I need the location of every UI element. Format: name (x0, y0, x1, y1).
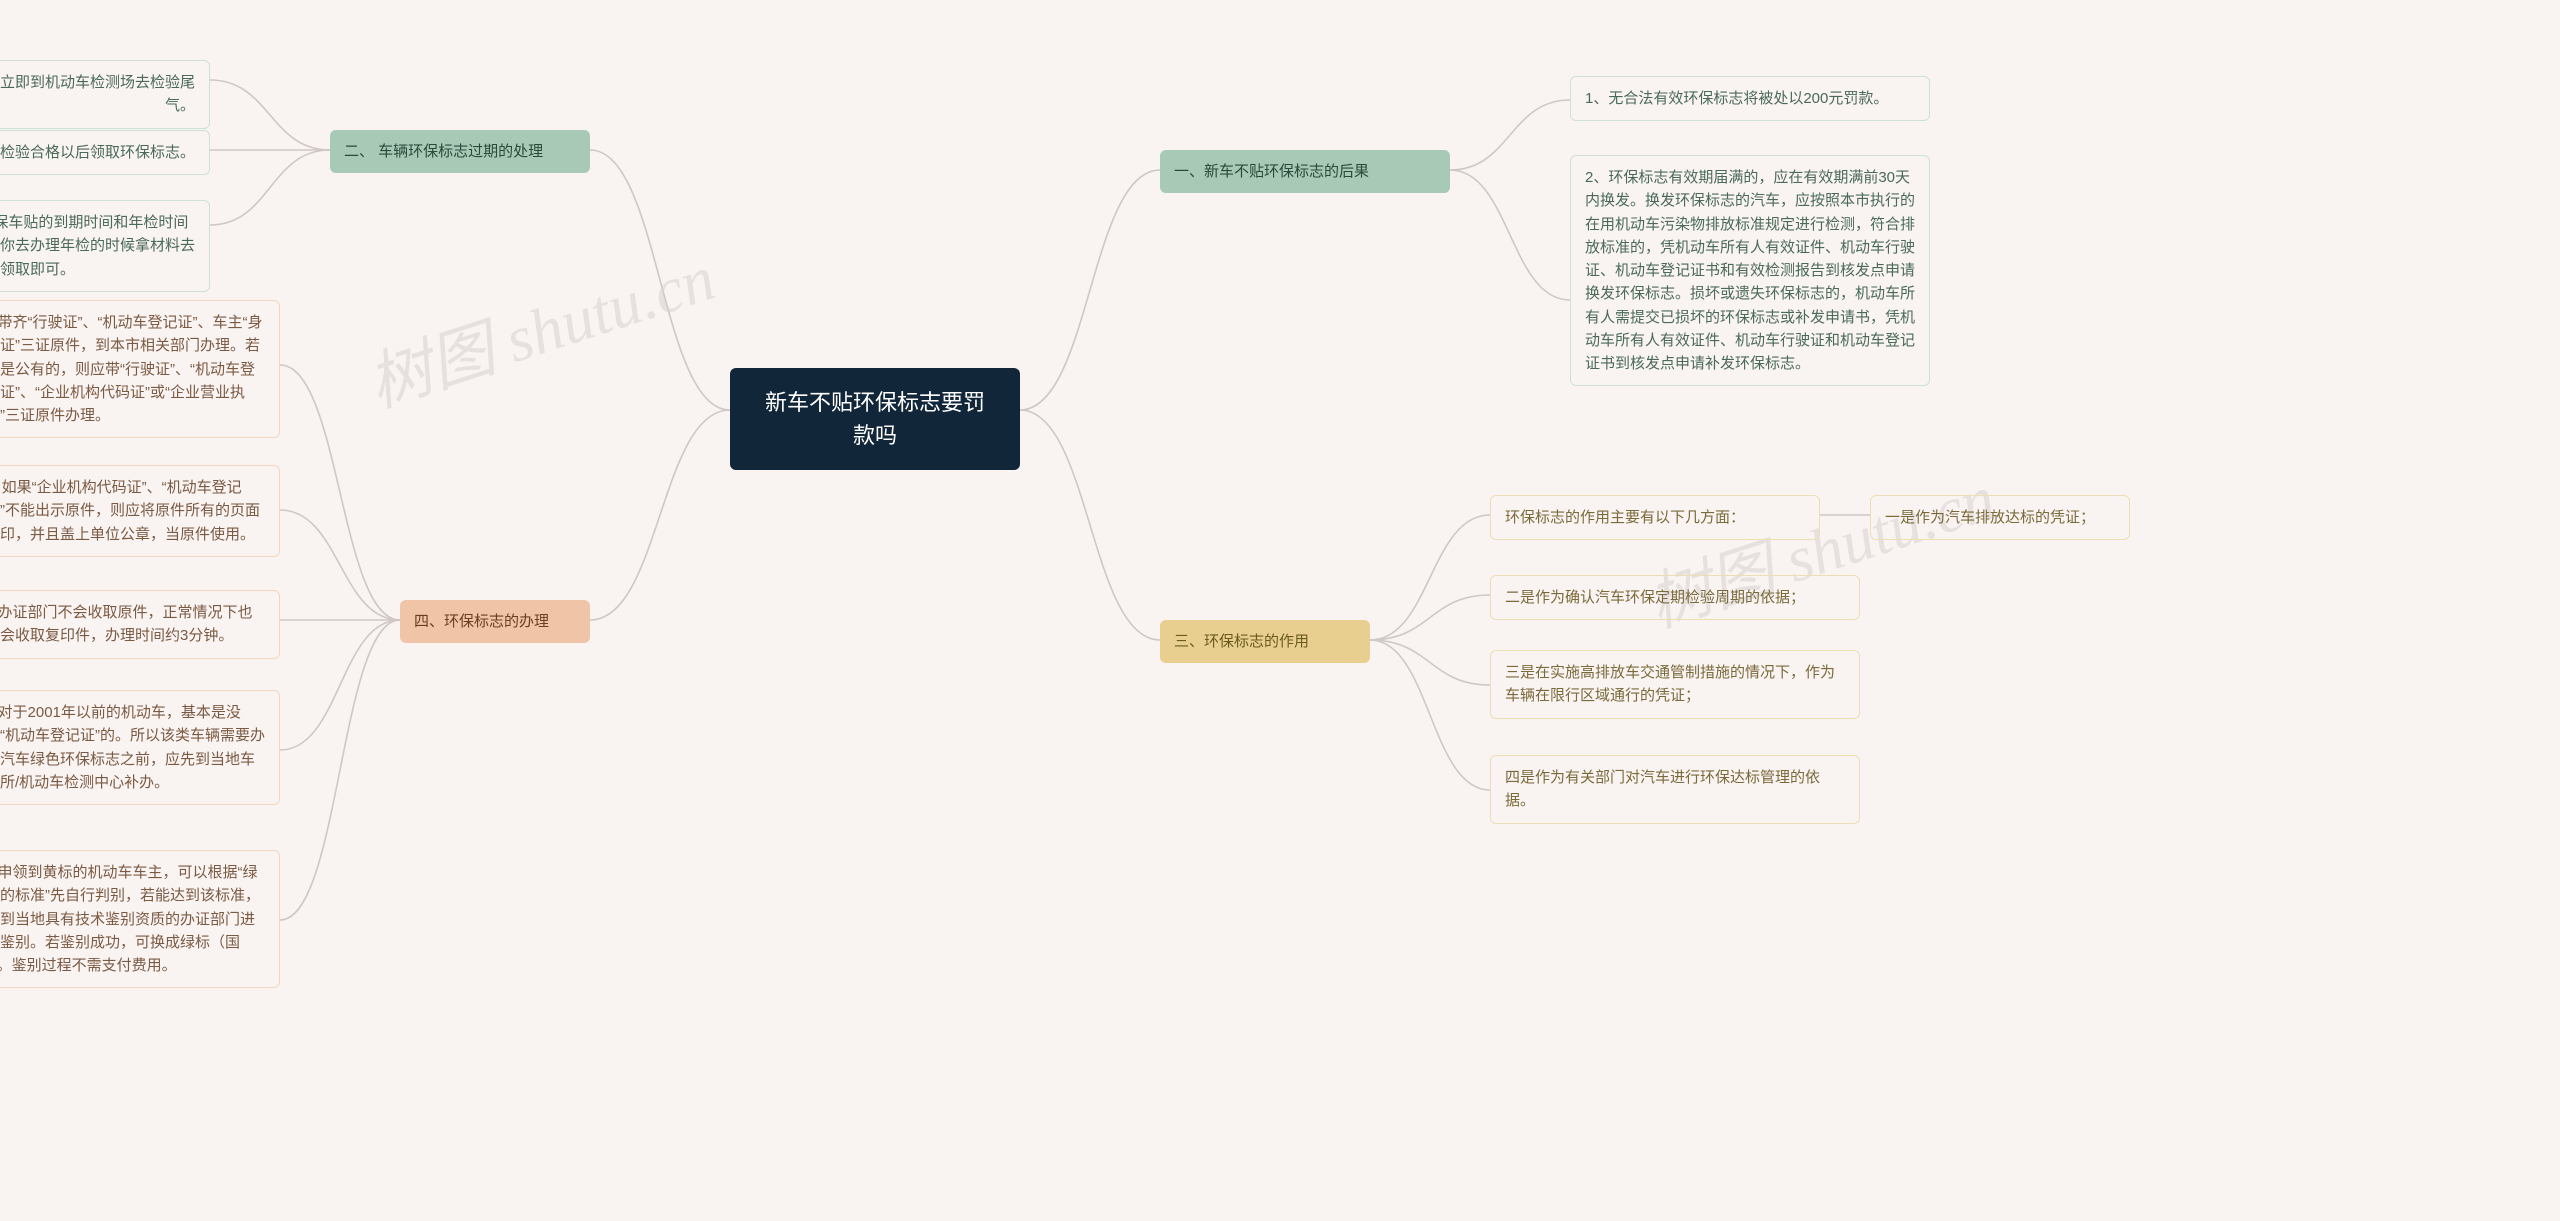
branch-4-leaf-3: 3.办证部门不会收取原件，正常情况下也不会收取复印件，办理时间约3分钟。 (0, 590, 280, 659)
root-node: 新车不贴环保标志要罚款吗 (730, 368, 1020, 470)
branch-1-leaf-2: 2、环保标志有效期届满的，应在有效期满前30天内换发。换发环保标志的汽车，应按照… (1570, 155, 1930, 386)
branch-4-leaf-2: 2. 如果“企业机构代码证”、“机动车登记证”不能出示原件，则应将原件所有的页面… (0, 465, 280, 557)
branch-3-leaf-1: 一是作为汽车排放达标的凭证； (1870, 495, 2130, 540)
watermark: 树图 shutu.cn (355, 227, 725, 425)
branch-4: 四、环保标志的办理 (400, 600, 590, 643)
branch-2-leaf-3: 3、环保车贴的到期时间和年检时间一致，你去办理年检的时候拿材料去车管所领取即可。 (0, 200, 210, 292)
branch-3-leaf-3: 三是在实施高排放车交通管制措施的情况下，作为车辆在限行区域通行的凭证； (1490, 650, 1860, 719)
branch-3-leaf-4: 四是作为有关部门对汽车进行环保达标管理的依据。 (1490, 755, 1860, 824)
branch-4-leaf-1: 1.带齐“行驶证”、“机动车登记证”、车主“身份证”三证原件，到本市相关部门办理… (0, 300, 280, 438)
branch-4-leaf-4: 4.对于2001年以前的机动车，基本是没有“机动车登记证”的。所以该类车辆需要办… (0, 690, 280, 805)
branch-3: 三、环保标志的作用 (1160, 620, 1370, 663)
branch-2-leaf-1: 1、立即到机动车检测场去检验尾气。 (0, 60, 210, 129)
branch-3-leaf-2: 二是作为确认汽车环保定期检验周期的依据； (1490, 575, 1860, 620)
branch-1: 一、新车不贴环保标志的后果 (1160, 150, 1450, 193)
branch-2: 二、 车辆环保标志过期的处理 (330, 130, 590, 173)
branch-4-leaf-5: 5.申领到黄标的机动车车主，可以根据“绿标的标准”先自行判别，若能达到该标准，可… (0, 850, 280, 988)
branch-3-intro: 环保标志的作用主要有以下几方面： (1490, 495, 1820, 540)
branch-1-leaf-1: 1、无合法有效环保标志将被处以200元罚款。 (1570, 76, 1930, 121)
branch-2-leaf-2: 2、检验合格以后领取环保标志。 (0, 130, 210, 175)
